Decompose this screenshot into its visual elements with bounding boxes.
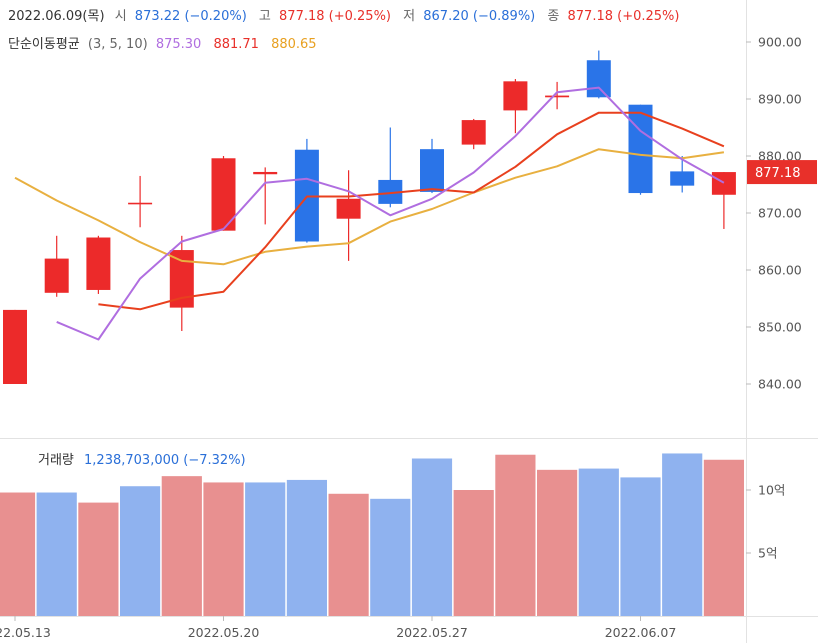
ma10-value: 880.65 bbox=[271, 37, 317, 52]
moving-average-legend: 단순이동평균 (3, 5, 10) 875.30 881.71 880.65 bbox=[8, 33, 317, 52]
ma5-value: 881.71 bbox=[213, 37, 259, 52]
low-label: 저 bbox=[403, 9, 416, 24]
low-change: (−0.89%) bbox=[472, 9, 536, 24]
volume-bar bbox=[578, 468, 619, 616]
candle-body bbox=[545, 95, 570, 98]
candle-body bbox=[461, 120, 486, 145]
candle-body bbox=[128, 202, 153, 205]
x-tick-label: 2022.05.13 bbox=[0, 625, 51, 640]
moving-average-lines bbox=[14, 86, 725, 341]
candles bbox=[3, 50, 736, 384]
ma-label: 단순이동평균 bbox=[8, 37, 80, 52]
high-value: 877.18 bbox=[279, 9, 325, 24]
volume-bar bbox=[78, 502, 119, 616]
close-value: 877.18 bbox=[567, 9, 614, 24]
candle-body bbox=[211, 158, 236, 231]
y-tick-label: 900.00 bbox=[758, 35, 802, 50]
low-value: 867.20 bbox=[423, 9, 469, 24]
candle-body bbox=[670, 171, 695, 186]
ohlc-summary: 2022.06.09(목) 시 873.22 (−0.20%) 고 877.18… bbox=[8, 5, 679, 24]
volume-bar bbox=[370, 498, 411, 616]
x-tick-label: 2022.05.20 bbox=[188, 625, 260, 640]
x-tick-label: 2022.05.27 bbox=[396, 625, 468, 640]
candle-body bbox=[378, 179, 403, 204]
volume-bar bbox=[453, 490, 494, 616]
ma3-line bbox=[56, 86, 725, 341]
candle-body bbox=[169, 250, 194, 308]
volume-bar bbox=[36, 492, 77, 616]
volume-tick-label: 5억 bbox=[758, 546, 777, 561]
candle-body bbox=[628, 104, 653, 194]
volume-value: 1,238,703,000 bbox=[84, 453, 180, 468]
y-tick-label: 870.00 bbox=[758, 206, 802, 221]
close-label: 종 bbox=[547, 9, 560, 24]
last-price-tag-bg bbox=[747, 160, 817, 185]
y-tick-label: 850.00 bbox=[758, 320, 802, 335]
open-change: (−0.20%) bbox=[184, 9, 247, 24]
open-value: 873.22 bbox=[134, 9, 181, 24]
candle-body bbox=[586, 60, 611, 98]
volume-bar bbox=[620, 477, 661, 616]
high-change: (+0.25%) bbox=[328, 9, 392, 24]
volume-bars bbox=[0, 453, 744, 616]
volume-bar bbox=[495, 454, 536, 616]
volume-bar bbox=[537, 469, 578, 616]
candle-body bbox=[711, 172, 736, 195]
volume-bar bbox=[120, 486, 161, 616]
volume-bar bbox=[328, 493, 369, 616]
last-price-tag: 877.18 bbox=[747, 160, 817, 185]
volume-bar bbox=[203, 482, 244, 616]
high-label: 고 bbox=[258, 9, 271, 24]
y-tick-label: 880.00 bbox=[758, 149, 802, 164]
ma-params: (3, 5, 10) bbox=[87, 37, 148, 52]
volume-bar bbox=[161, 476, 202, 616]
candle-body bbox=[503, 81, 528, 111]
candle-body bbox=[336, 198, 361, 219]
volume-label: 거래량 bbox=[38, 453, 74, 468]
volume-bar bbox=[662, 453, 703, 616]
candle-body bbox=[3, 309, 27, 384]
volume-change: (−7.32%) bbox=[183, 453, 246, 468]
ma5-line bbox=[98, 111, 725, 311]
open-label: 시 bbox=[114, 9, 127, 24]
y-tick-label: 860.00 bbox=[758, 263, 802, 278]
date-label: 2022.06.09(목) bbox=[8, 9, 105, 24]
x-tick-label: 2022.06.07 bbox=[605, 625, 677, 640]
date-axis: 2022.05.13 2022.05.20 2022.05.27 2022.06.07 bbox=[0, 616, 818, 640]
candle-body bbox=[253, 171, 278, 175]
candle-body bbox=[44, 258, 69, 293]
volume-bar bbox=[703, 459, 744, 616]
volume-bar bbox=[245, 482, 286, 616]
volume-bar bbox=[286, 479, 327, 616]
candle-body bbox=[420, 149, 444, 192]
volume-bar bbox=[0, 492, 36, 616]
price-axis: 900.00 890.00 880.00 870.00 860.00 850.00 840.… bbox=[746, 35, 802, 392]
ma3-value: 875.30 bbox=[155, 37, 202, 52]
volume-bar bbox=[411, 458, 453, 616]
y-tick-label: 840.00 bbox=[758, 377, 802, 392]
y-tick-label: 890.00 bbox=[758, 92, 802, 107]
last-price-tag-label: 877.18 bbox=[755, 166, 801, 181]
candle-body bbox=[86, 237, 111, 290]
close-change: (+0.25%) bbox=[617, 9, 680, 24]
volume-legend: 거래량 1,238,703,000 (−7.32%) bbox=[38, 449, 246, 468]
ma10-line bbox=[14, 148, 725, 266]
volume-tick-label: 10억 bbox=[758, 483, 785, 498]
volume-axis: 10억 5억 bbox=[746, 483, 785, 561]
